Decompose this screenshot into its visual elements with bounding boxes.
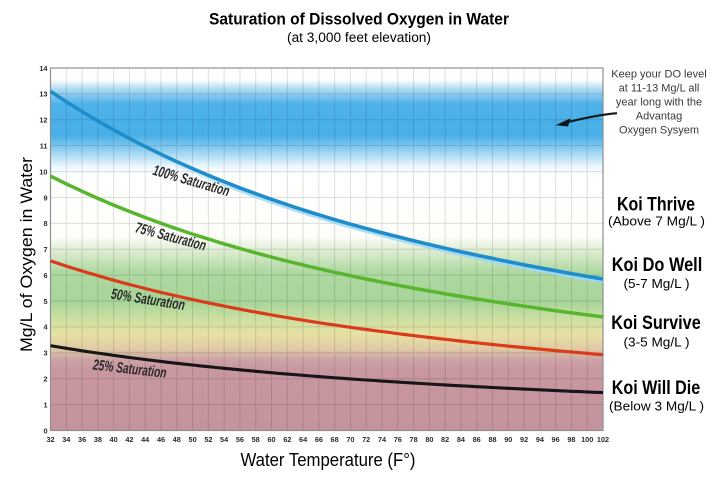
svg-text:50: 50 — [189, 435, 197, 444]
svg-text:90: 90 — [504, 435, 512, 444]
svg-text:2: 2 — [43, 375, 47, 384]
svg-text:7: 7 — [43, 245, 47, 254]
svg-text:at 11-13 Mg/L all: at 11-13 Mg/L all — [619, 83, 700, 95]
svg-text:84: 84 — [457, 435, 466, 444]
svg-text:Koi Do Well: Koi Do Well — [612, 255, 703, 276]
svg-text:68: 68 — [331, 435, 339, 444]
svg-text:70: 70 — [346, 435, 354, 444]
svg-text:3: 3 — [43, 349, 47, 358]
svg-text:78: 78 — [410, 435, 418, 444]
svg-text:Advantag: Advantag — [636, 111, 682, 123]
svg-text:1: 1 — [43, 400, 47, 409]
svg-text:Koi Survive: Koi Survive — [611, 313, 701, 334]
svg-text:92: 92 — [520, 435, 528, 444]
svg-text:58: 58 — [252, 435, 260, 444]
svg-text:0: 0 — [43, 426, 47, 435]
svg-text:year long with the: year long with the — [616, 97, 702, 109]
svg-text:80: 80 — [425, 435, 433, 444]
svg-text:86: 86 — [473, 435, 481, 444]
svg-text:42: 42 — [125, 435, 133, 444]
svg-text:Keep your DO level: Keep your DO level — [611, 69, 706, 81]
svg-text:66: 66 — [315, 435, 323, 444]
svg-text:8: 8 — [43, 219, 47, 228]
svg-text:Saturation of Dissolved Oxygen: Saturation of Dissolved Oxygen in Water — [209, 10, 509, 29]
svg-text:46: 46 — [157, 435, 165, 444]
svg-text:62: 62 — [283, 435, 291, 444]
svg-text:36: 36 — [78, 435, 86, 444]
svg-text:96: 96 — [552, 435, 560, 444]
svg-text:14: 14 — [39, 64, 48, 73]
svg-text:48: 48 — [173, 435, 181, 444]
svg-text:82: 82 — [441, 435, 449, 444]
svg-text:76: 76 — [394, 435, 402, 444]
svg-text:32: 32 — [46, 435, 54, 444]
svg-text:40: 40 — [110, 435, 118, 444]
svg-text:56: 56 — [236, 435, 244, 444]
svg-text:Water Temperature (F°): Water Temperature (F°) — [241, 449, 416, 470]
svg-text:6: 6 — [43, 271, 47, 280]
svg-text:4: 4 — [43, 323, 48, 332]
svg-text:88: 88 — [488, 435, 496, 444]
svg-text:Oxygen Sysyem: Oxygen Sysyem — [619, 125, 699, 137]
svg-text:102: 102 — [597, 435, 609, 444]
svg-text:44: 44 — [141, 435, 150, 444]
svg-text:5: 5 — [43, 297, 47, 306]
svg-text:52: 52 — [204, 435, 212, 444]
svg-text:(Above 7 Mg/L ): (Above 7 Mg/L ) — [608, 214, 705, 229]
svg-text:38: 38 — [94, 435, 102, 444]
svg-text:100: 100 — [581, 435, 593, 444]
svg-text:94: 94 — [536, 435, 545, 444]
svg-text:Koi Will Die: Koi Will Die — [612, 378, 701, 399]
svg-text:72: 72 — [362, 435, 370, 444]
svg-text:54: 54 — [220, 435, 229, 444]
svg-text:98: 98 — [567, 435, 575, 444]
svg-text:34: 34 — [62, 435, 71, 444]
svg-text:Koi Thrive: Koi Thrive — [617, 195, 695, 216]
svg-text:13: 13 — [39, 90, 47, 99]
svg-text:(5-7 Mg/L ): (5-7 Mg/L ) — [624, 276, 690, 291]
svg-text:11: 11 — [40, 142, 48, 151]
svg-text:74: 74 — [378, 435, 387, 444]
svg-text:64: 64 — [299, 435, 308, 444]
svg-text:60: 60 — [267, 435, 275, 444]
svg-text:(at 3,000 feet elevation): (at 3,000 feet elevation) — [287, 30, 431, 45]
svg-text:Mg/L of Oxygen in Water: Mg/L of Oxygen in Water — [17, 157, 36, 352]
svg-text:9: 9 — [43, 193, 47, 202]
svg-text:(Below 3 Mg/L ): (Below 3 Mg/L ) — [609, 398, 704, 413]
svg-text:12: 12 — [39, 116, 47, 125]
svg-text:10: 10 — [39, 167, 47, 176]
svg-text:(3-5 Mg/L ): (3-5 Mg/L ) — [624, 335, 690, 350]
